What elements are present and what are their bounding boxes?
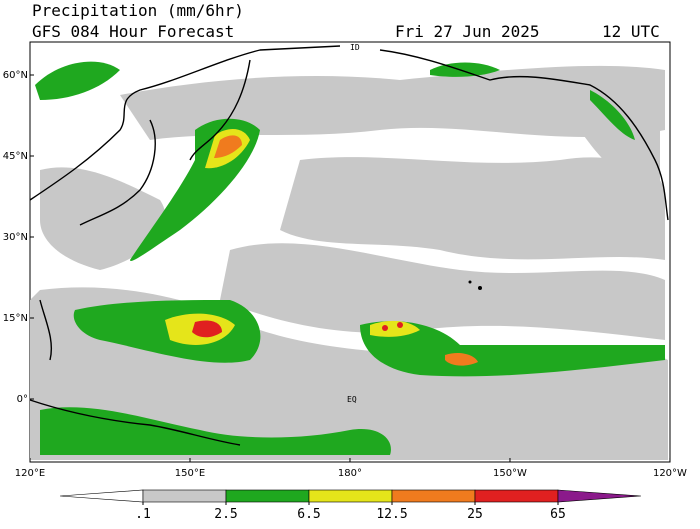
colorbar-label: 65	[550, 507, 566, 522]
colorbar-segment	[391, 489, 476, 503]
heavy-precip	[35, 61, 665, 455]
lon-label: 120°W	[653, 468, 687, 479]
lat-label: 60°N	[3, 70, 28, 81]
colorbar-segment	[474, 489, 559, 503]
light-precip	[30, 65, 668, 460]
colorbar-segment	[308, 489, 393, 503]
axes: 60°N 45°N 30°N 15°N 0° 120°E 150°E 180° 150°W 120…	[3, 43, 687, 479]
coastlines	[29, 45, 669, 446]
lon-label: 180°	[338, 468, 362, 479]
lat-label: 15°N	[3, 313, 28, 324]
equator-label: EQ	[347, 395, 357, 404]
colorbar-label: 12.5	[376, 507, 407, 522]
title: Precipitation (mm/6hr)	[32, 1, 244, 20]
dateline-label: ID	[350, 43, 360, 52]
date-label: Fri 27 Jun 2025	[395, 22, 540, 41]
colorbar: .1 2.5 6.5 12.5 25 65	[59, 489, 642, 522]
lat-label: 45°N	[3, 151, 28, 162]
colorbar-label: 25	[467, 507, 483, 522]
model-label: GFS 084 Hour Forecast	[32, 22, 234, 41]
time-label: 12 UTC	[602, 22, 660, 41]
colorbar-segment	[59, 489, 144, 503]
colorbar-label: .1	[135, 507, 151, 522]
colorbar-segment	[225, 489, 310, 503]
colorbar-label: 6.5	[297, 507, 320, 522]
colorbar-segment	[142, 489, 227, 503]
lon-label: 150°E	[175, 468, 205, 479]
colorbar-label: 2.5	[214, 507, 237, 522]
lon-label: 150°W	[493, 468, 527, 479]
plot-area	[29, 41, 671, 463]
lon-label: 120°E	[15, 468, 45, 479]
lat-label: 0°	[17, 394, 28, 405]
colorbar-segment	[557, 489, 642, 503]
lat-label: 30°N	[3, 232, 28, 243]
